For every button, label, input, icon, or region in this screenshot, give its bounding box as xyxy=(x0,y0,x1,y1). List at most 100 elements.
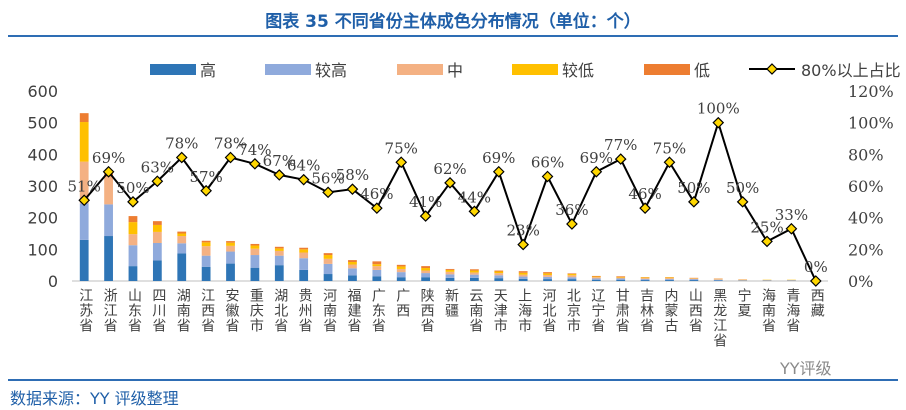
bar-segment-较高 xyxy=(396,272,406,278)
bar-segment-较低 xyxy=(567,274,577,276)
bar-segment-高 xyxy=(713,280,723,281)
x-axis-tick-label: 江苏省 xyxy=(77,288,93,333)
line-data-label: 50% xyxy=(726,179,759,197)
bar-segment-高 xyxy=(250,267,260,281)
right-axis-tick-label: 20% xyxy=(848,240,884,259)
title-divider xyxy=(8,35,898,37)
line-point-marker xyxy=(541,170,554,183)
x-axis-tick-label: 天津市 xyxy=(492,288,508,333)
bar-segment-高 xyxy=(372,276,382,281)
x-axis-tick-label: 上海市 xyxy=(516,288,532,333)
legend-label: 较高 xyxy=(315,61,347,80)
bar-segment-中 xyxy=(591,277,601,279)
bar-segment-高 xyxy=(201,266,211,281)
bar-segment-较高 xyxy=(152,243,162,261)
bar-segment-较高 xyxy=(591,278,601,280)
bar-segment-较低 xyxy=(396,266,406,269)
line-data-label: 63% xyxy=(141,158,174,176)
line-point-marker xyxy=(736,195,749,208)
left-axis-tick-label: 100 xyxy=(27,240,58,259)
line-point-marker xyxy=(566,218,578,230)
bar-segment-高 xyxy=(518,278,528,281)
bar-segment-较高 xyxy=(616,278,626,280)
bar-segment-较低 xyxy=(591,276,601,278)
bar-segment-较高 xyxy=(104,204,113,237)
bar-segment-较高 xyxy=(567,277,577,280)
footer-divider xyxy=(8,379,898,381)
bar-segment-中 xyxy=(689,278,699,280)
bar-segment-高 xyxy=(323,274,333,281)
bar-segment-中 xyxy=(299,252,309,259)
right-y-axis: 0% 20% 40% 60% 80% 100% 120% xyxy=(848,82,894,291)
bar-segment-高 xyxy=(591,279,601,281)
line-data-label: 100% xyxy=(697,100,740,118)
bar-segment-高 xyxy=(421,277,431,281)
bar-segment-低 xyxy=(299,247,309,250)
bar-segment-较低 xyxy=(616,276,626,278)
bar-segment-中 xyxy=(348,264,357,269)
bar-segment-低 xyxy=(79,113,89,123)
line-data-label: 41% xyxy=(409,193,442,211)
bar-segment-中 xyxy=(201,246,211,256)
line-data-label: 78% xyxy=(214,135,247,153)
line-point-marker xyxy=(370,202,383,215)
bar-segment-中 xyxy=(543,274,552,277)
bar-segment-中 xyxy=(518,274,528,277)
bar-segment-中 xyxy=(250,248,260,256)
x-axis-labels: 江苏省 浙江省 山东省 四川省 湖南省 江西省 安徽省 重庆市 湖北省 贵州省 河南省 福建省 广东省广… xyxy=(77,287,825,348)
bar-segment-低 xyxy=(518,271,528,273)
bar-segment-高 xyxy=(226,263,235,281)
bar-segment-低 xyxy=(226,241,235,243)
left-axis-tick-label: 400 xyxy=(27,145,58,164)
x-axis-tick-label: 湖南省 xyxy=(175,288,191,333)
bar-segment-较高 xyxy=(299,258,309,270)
x-axis-tick-label: 浙江省 xyxy=(102,288,118,333)
line-point-marker xyxy=(663,156,676,169)
line-point-marker xyxy=(346,183,359,196)
x-axis-tick-label: 广西 xyxy=(394,288,410,318)
legend-swatch-低 xyxy=(644,64,690,75)
bar-segment-中 xyxy=(567,275,577,278)
right-axis-tick-label: 40% xyxy=(848,209,884,228)
bar-segment-高 xyxy=(543,279,552,281)
x-axis-tick-label: 四川省 xyxy=(150,288,166,333)
bar-segment-较高 xyxy=(445,274,455,278)
bar-segment-中 xyxy=(494,273,504,276)
line-point-marker xyxy=(151,175,164,188)
bar-segment-较高 xyxy=(323,263,333,275)
bar-segment-较高 xyxy=(128,245,138,267)
line-data-label: 46% xyxy=(628,185,661,203)
bar-segment-低 xyxy=(201,240,211,243)
watermark-text: YY评级 xyxy=(780,359,832,378)
bar-segment-中 xyxy=(372,266,382,270)
legend-line-marker xyxy=(766,63,778,75)
x-axis-tick-label: 云南省 xyxy=(467,288,483,333)
bar-segment-高 xyxy=(445,277,455,281)
bar-segment-高 xyxy=(689,280,699,281)
bar-segment-较高 xyxy=(79,203,89,240)
line-data-label: 77% xyxy=(604,136,637,154)
bar-segment-低 xyxy=(152,221,162,225)
bar-segment-较高 xyxy=(640,279,650,281)
line-point-marker xyxy=(785,222,798,235)
bar-segment-较低 xyxy=(445,269,455,272)
x-axis-tick-label: 吉林省 xyxy=(638,288,654,333)
line-data-label: 58% xyxy=(336,166,369,184)
bar-segment-较低 xyxy=(494,271,504,274)
x-axis-tick-label: 江西省 xyxy=(199,288,215,333)
line-point-marker xyxy=(78,194,91,207)
line-data-label: 74% xyxy=(238,141,271,159)
bar-segment-中 xyxy=(323,258,333,264)
x-axis-tick-label: 北京市 xyxy=(565,288,581,333)
line-data-label: 66% xyxy=(531,154,564,172)
left-axis-tick-label: 0 xyxy=(48,272,58,291)
line-data-label: 51% xyxy=(68,177,101,195)
bar-segment-低 xyxy=(591,275,601,277)
right-axis-tick-label: 80% xyxy=(848,145,884,164)
bar-segment-中 xyxy=(274,250,284,256)
line-point-marker xyxy=(444,176,456,189)
line-point-marker xyxy=(322,186,334,199)
legend-swatch-较高 xyxy=(265,64,311,75)
line-data-label: 50% xyxy=(677,179,710,197)
x-axis-tick-label: 黑龙江省 xyxy=(711,288,727,348)
